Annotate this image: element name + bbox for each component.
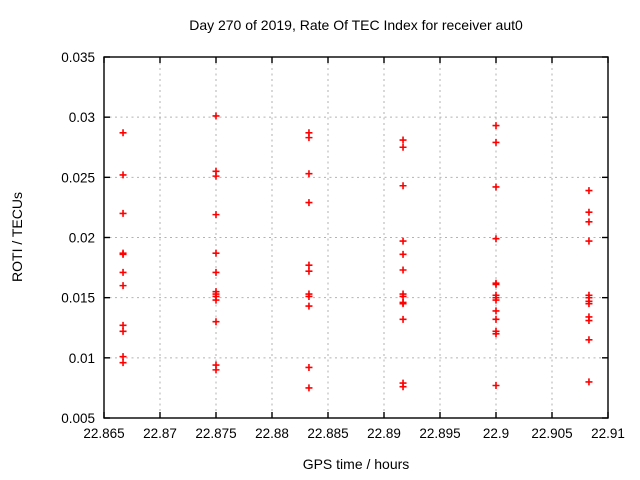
data-point [492, 138, 500, 146]
data-point [585, 218, 593, 226]
data-point [492, 330, 500, 338]
y-axis-label: ROTI / TECUs [9, 192, 25, 282]
data-point [212, 172, 220, 180]
data-point [492, 183, 500, 191]
data-point [399, 383, 407, 391]
y-tick-label: 0.035 [61, 50, 95, 65]
data-point [399, 300, 407, 308]
data-point [305, 199, 313, 207]
data-point [585, 317, 593, 325]
data-point [212, 366, 220, 374]
x-tick-label: 22.91 [591, 426, 625, 441]
data-point [212, 296, 220, 304]
data-point [399, 250, 407, 258]
data-point [585, 187, 593, 195]
data-point [119, 359, 127, 367]
data-point [212, 249, 220, 257]
y-tick-label: 0.01 [69, 351, 95, 366]
data-point [119, 171, 127, 179]
data-point [119, 129, 127, 137]
x-tick-label: 22.87 [143, 426, 177, 441]
data-point [492, 315, 500, 323]
data-point [305, 363, 313, 371]
plot-border [103, 56, 609, 419]
data-point [492, 296, 500, 304]
data-point [212, 112, 220, 120]
x-tick-label: 22.88 [255, 426, 289, 441]
x-tick-label: 22.875 [195, 426, 236, 441]
data-point [492, 382, 500, 390]
data-point [492, 235, 500, 243]
data-point [492, 280, 500, 288]
x-tick-label: 22.865 [83, 426, 124, 441]
data-point [305, 302, 313, 310]
y-tick-label: 0.02 [69, 231, 95, 246]
data-point [399, 237, 407, 245]
data-point [399, 136, 407, 144]
data-point [119, 250, 127, 258]
data-point [212, 211, 220, 219]
data-point [399, 266, 407, 274]
scatter-points [119, 112, 593, 392]
data-point [212, 268, 220, 276]
data-point [399, 143, 407, 151]
x-tick-label: 22.895 [419, 426, 460, 441]
data-point [585, 378, 593, 386]
data-point [119, 209, 127, 217]
axis-tick-labels: 22.865 22.87 22.875 22.88 22.885 22.89 22.895 2… [61, 50, 625, 441]
data-point [305, 134, 313, 142]
data-point [492, 307, 500, 315]
grid-lines [104, 57, 608, 418]
y-tick-label: 0.03 [69, 110, 95, 125]
data-point [305, 267, 313, 275]
x-axis-label: GPS time / hours [303, 456, 410, 472]
data-point [399, 182, 407, 190]
x-tick-label: 22.905 [531, 426, 572, 441]
data-point [585, 300, 593, 308]
y-tick-label: 0.025 [61, 170, 95, 185]
axis-ticks [103, 56, 609, 419]
x-tick-label: 22.9 [483, 426, 509, 441]
y-tick-label: 0.015 [61, 291, 95, 306]
data-point [119, 353, 127, 361]
data-point [585, 208, 593, 216]
data-point [585, 336, 593, 344]
data-point [399, 292, 407, 300]
data-point [305, 292, 313, 300]
data-point [399, 315, 407, 323]
data-point [305, 384, 313, 392]
data-point [492, 122, 500, 130]
data-point [212, 318, 220, 326]
data-point [305, 261, 313, 269]
data-point [119, 327, 127, 335]
x-tick-label: 22.885 [307, 426, 348, 441]
x-tick-label: 22.89 [367, 426, 401, 441]
data-point [305, 170, 313, 178]
chart-title: Day 270 of 2019, Rate Of TEC Index for r… [189, 17, 523, 33]
data-point [119, 321, 127, 329]
y-tick-label: 0.005 [61, 411, 95, 426]
data-point [585, 237, 593, 245]
data-point [119, 282, 127, 290]
data-point [119, 268, 127, 276]
